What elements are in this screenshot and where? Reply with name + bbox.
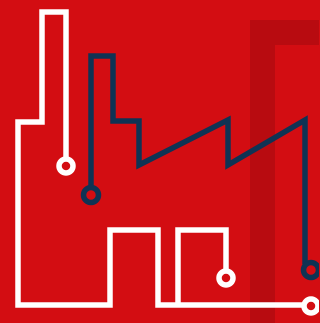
white-node [304, 299, 318, 313]
navy-node [84, 188, 99, 203]
navy-node [304, 263, 319, 278]
white-node [59, 159, 73, 173]
white-node [219, 271, 233, 285]
page [0, 0, 320, 323]
factory-illustration [0, 0, 319, 323]
